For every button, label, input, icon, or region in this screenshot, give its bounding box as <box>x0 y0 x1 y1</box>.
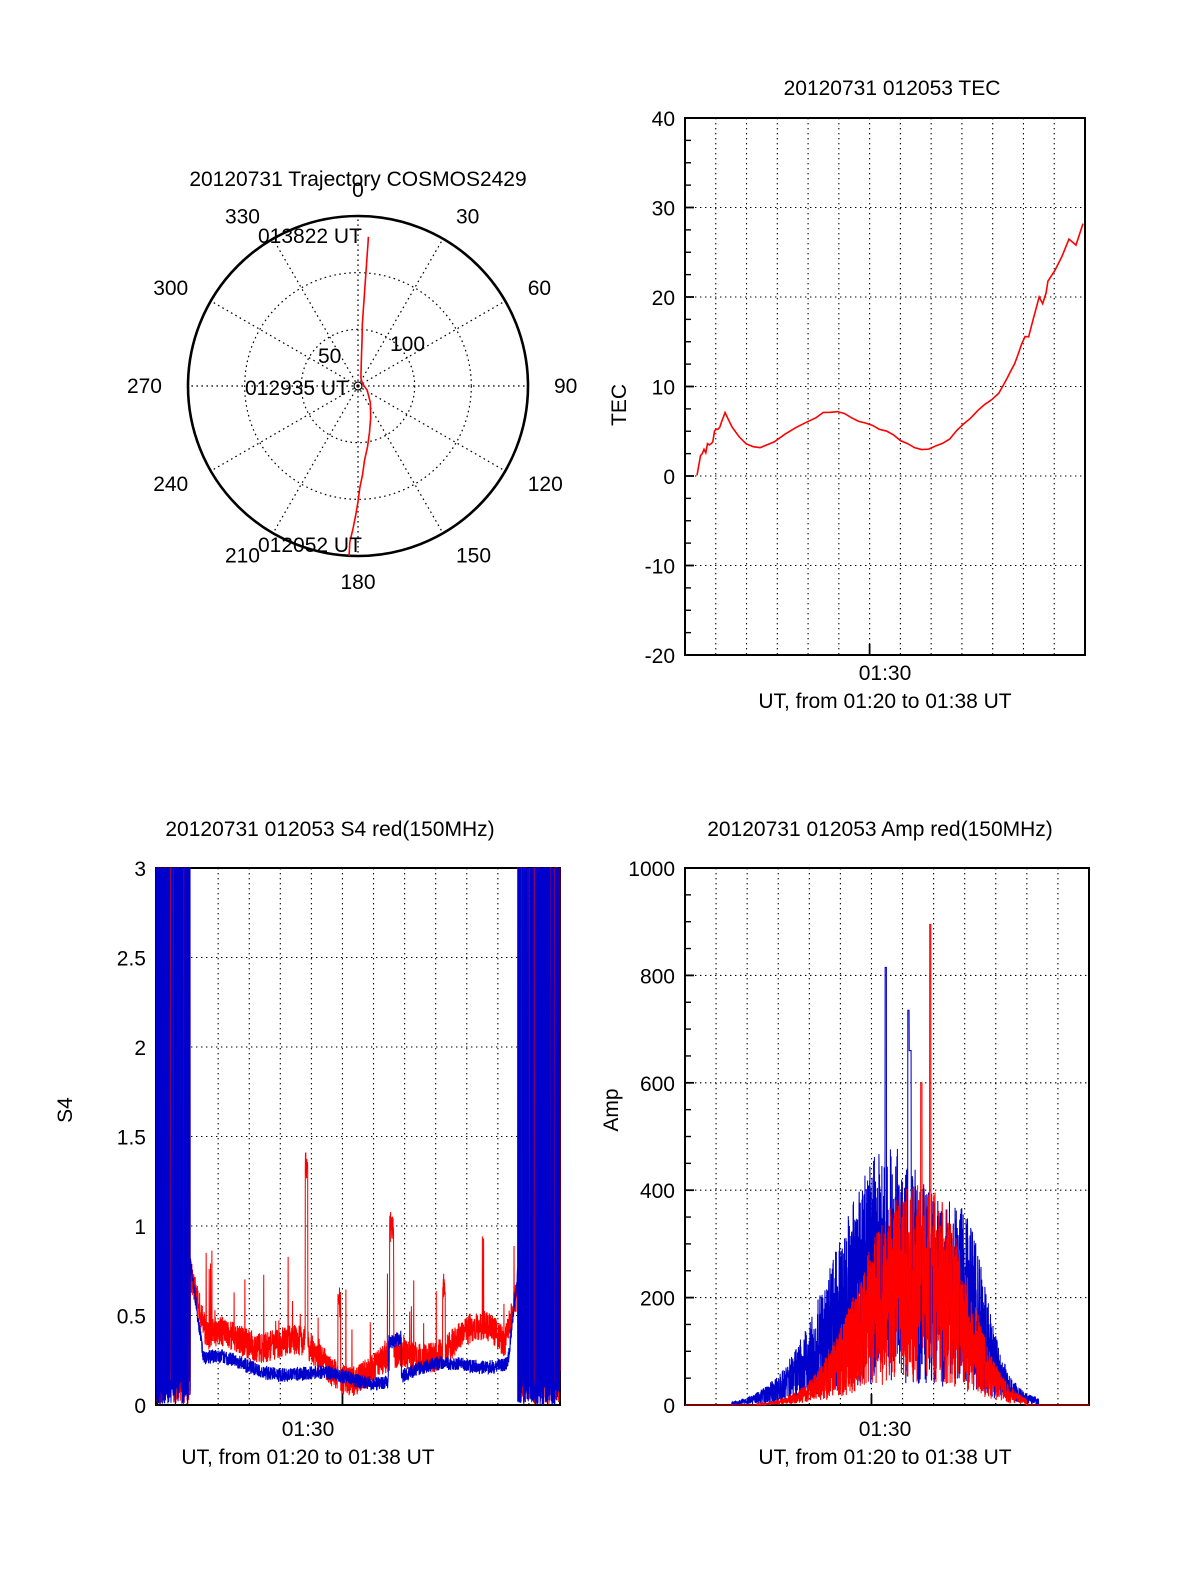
ytick-2: 2 <box>134 1037 146 1060</box>
amp-xtick-label: 01:30 <box>859 1418 912 1441</box>
tec-panel: 20120731 012053 TEC 40 30 20 10 0 -10 -20 TEC … <box>600 60 1200 730</box>
trajectory-mid-label: 012935 UT <box>245 377 349 400</box>
ytick-40: 40 <box>652 108 675 131</box>
ytick-0: 0 <box>663 1395 675 1418</box>
ytick-2.5: 2.5 <box>117 948 146 971</box>
polar-grid: 0 30 60 90 120 150 180 210 240 270 300 330 <box>127 179 577 594</box>
ytick--10: -10 <box>645 556 675 579</box>
amp-title: 20120731 012053 Amp red(150MHz) <box>707 818 1053 841</box>
ytick-1: 1 <box>134 1216 146 1239</box>
amp-xlabel: UT, from 01:20 to 01:38 UT <box>758 1446 1011 1469</box>
tec-axes: 40 30 20 10 0 -10 -20 <box>645 108 1086 668</box>
tec-ylabel: TEC <box>608 384 631 426</box>
s4-panel: 20120731 012053 S4 red(150MHz) 3 2.5 2 1.5 1… <box>40 810 600 1490</box>
azimuth-tick-180: 180 <box>340 571 375 594</box>
range-ring-label-50: 50 <box>318 345 341 368</box>
ytick-3: 3 <box>134 858 146 881</box>
tec-title: 20120731 012053 TEC <box>784 77 1001 100</box>
ytick-0: 0 <box>663 466 675 489</box>
amp-svg: 20120731 012053 Amp red(150MHz) 1000 800 6… <box>600 818 1090 1469</box>
ytick-400: 400 <box>640 1180 675 1203</box>
tec-xlabel: UT, from 01:20 to 01:38 UT <box>758 690 1011 713</box>
amp-trace-red <box>685 923 1089 1407</box>
s4-data-traces <box>155 867 561 1407</box>
tec-data-line <box>696 223 1084 476</box>
ytick-20: 20 <box>652 287 675 310</box>
ytick-1000: 1000 <box>628 858 675 881</box>
ytick-0: 0 <box>134 1395 146 1418</box>
ytick-30: 30 <box>652 198 675 221</box>
tec-xtick-label: 01:30 <box>859 662 912 685</box>
ytick-10: 10 <box>652 377 675 400</box>
azimuth-tick-300: 300 <box>153 277 188 300</box>
s4-title: 20120731 012053 S4 red(150MHz) <box>165 818 494 841</box>
amp-panel: 20120731 012053 Amp red(150MHz) 1000 800 6… <box>600 810 1200 1490</box>
amp-trace-blue <box>685 966 1089 1407</box>
s4-svg: 20120731 012053 S4 red(150MHz) 3 2.5 2 1.5 1… <box>54 818 561 1469</box>
trajectory-start-label: 012052 UT <box>258 534 362 557</box>
azimuth-tick-240: 240 <box>153 473 188 496</box>
trajectory-panel: 20120731 Trajectory COSMOS2429 0 30 60 90 12… <box>0 150 600 620</box>
azimuth-tick-270: 270 <box>127 375 162 398</box>
ytick--20: -20 <box>645 645 675 668</box>
azimuth-tick-150: 150 <box>456 545 491 568</box>
ytick-800: 800 <box>640 965 675 988</box>
amp-data-traces <box>685 923 1089 1407</box>
azimuth-tick-60: 60 <box>528 277 551 300</box>
trajectory-end-label: 013822 UT <box>258 225 362 248</box>
range-ring-label-100: 100 <box>390 333 425 356</box>
azimuth-tick-30: 30 <box>456 205 479 228</box>
s4-trace-red <box>155 867 561 1405</box>
ytick-1.5: 1.5 <box>117 1127 146 1150</box>
trajectory-track <box>348 236 372 556</box>
ytick-600: 600 <box>640 1073 675 1096</box>
azimuth-tick-120: 120 <box>528 473 563 496</box>
azimuth-tick-330: 330 <box>225 205 260 228</box>
azimuth-tick-90: 90 <box>554 375 577 398</box>
azimuth-tick-210: 210 <box>225 545 260 568</box>
azimuth-tick-0: 0 <box>352 179 364 202</box>
s4-ylabel: S4 <box>54 1097 77 1123</box>
s4-xlabel: UT, from 01:20 to 01:38 UT <box>181 1446 434 1469</box>
amp-ylabel: Amp <box>600 1088 623 1131</box>
ytick-200: 200 <box>640 1288 675 1311</box>
trajectory-svg: 20120731 Trajectory COSMOS2429 0 30 60 90 12… <box>127 168 577 594</box>
s4-trace-blue <box>155 867 561 1407</box>
ytick-0.5: 0.5 <box>117 1306 146 1329</box>
s4-xtick-label: 01:30 <box>282 1418 335 1441</box>
amp-axes: 1000 800 600 400 200 0 <box>628 858 1090 1418</box>
trajectory-title: 20120731 Trajectory COSMOS2429 <box>189 168 526 191</box>
